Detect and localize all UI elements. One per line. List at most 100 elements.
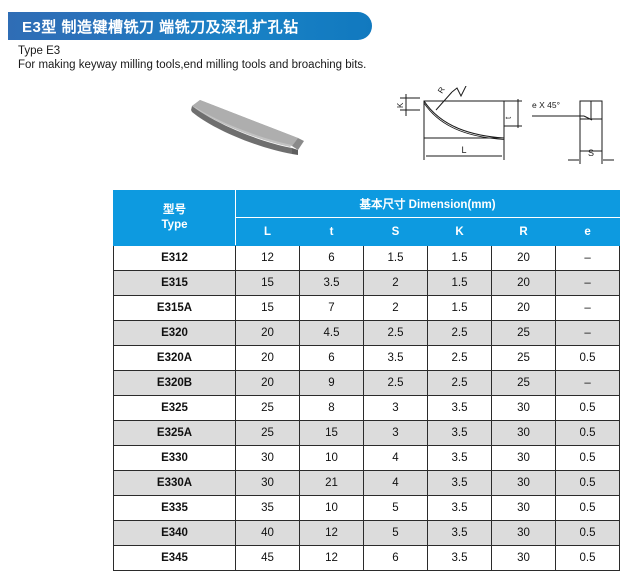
cell-t: 8 xyxy=(299,395,364,421)
page-title-banner: E3型 制造键槽铣刀 端铣刀及深孔扩孔钻 xyxy=(8,12,372,40)
label-r: R xyxy=(436,86,447,95)
cell-s: 2.5 xyxy=(363,320,428,346)
cell-type: E315A xyxy=(113,295,236,321)
cell-t: 4.5 xyxy=(299,320,364,346)
cell-t: 10 xyxy=(299,495,364,521)
table-header: 型号 Type 基本尺寸 Dimension(mm) L t S K R e xyxy=(113,190,621,246)
cell-e: 0.5 xyxy=(554,545,621,571)
cell-r: 30 xyxy=(491,545,556,571)
cell-l: 30 xyxy=(235,470,300,496)
cell-t: 6 xyxy=(299,345,364,371)
column-header-dimension-group: 基本尺寸 Dimension(mm) xyxy=(234,190,621,218)
cell-s: 1.5 xyxy=(363,245,428,271)
table-row: E330A 30 21 4 3.5 30 0.5 xyxy=(113,470,621,496)
cell-t: 15 xyxy=(299,420,364,446)
cell-r: 20 xyxy=(491,245,556,271)
cell-l: 15 xyxy=(235,295,300,321)
product-photo xyxy=(186,92,316,158)
cell-k: 2.5 xyxy=(427,320,492,346)
technical-dimension-drawing: K R L t e X 45° S xyxy=(396,83,636,172)
cell-r: 30 xyxy=(491,470,556,496)
cell-k: 1.5 xyxy=(427,270,492,296)
cell-r: 25 xyxy=(491,320,556,346)
table-row: E320 20 4.5 2.5 2.5 25– xyxy=(113,320,621,346)
cell-s: 4 xyxy=(363,470,428,496)
cell-type: E320B xyxy=(113,370,236,396)
cell-s: 3.5 xyxy=(363,345,428,371)
table-row: E340 40 12 5 3.5 30 0.5 xyxy=(113,520,621,546)
subtitle-type-line: Type E3 xyxy=(18,45,61,57)
cell-t: 12 xyxy=(299,520,364,546)
specification-table: 型号 Type 基本尺寸 Dimension(mm) L t S K R e E… xyxy=(113,190,621,571)
table-body: E312 12 6 1.5 1.5 20– E315 15 3.5 2 1.5 20– E315A 15 7… xyxy=(113,245,621,571)
column-header-type-cn: 型号 xyxy=(163,204,186,216)
table-row: E315A 15 7 2 1.5 20– xyxy=(113,295,621,321)
column-header-r: R xyxy=(491,217,556,246)
cell-s: 5 xyxy=(363,495,428,521)
cell-r: 20 xyxy=(491,270,556,296)
cell-s: 3 xyxy=(363,395,428,421)
cell-s: 2 xyxy=(363,295,428,321)
cell-k: 3.5 xyxy=(427,495,492,521)
cell-s: 5 xyxy=(363,520,428,546)
label-t: t xyxy=(504,116,513,119)
cell-s: 3 xyxy=(363,420,428,446)
dimension-diagram-svg: K R L t e X 45° S xyxy=(396,83,614,164)
cell-e: – xyxy=(554,270,621,296)
cell-e: – xyxy=(554,370,621,396)
cell-l: 25 xyxy=(235,420,300,446)
label-l: L xyxy=(461,145,466,155)
table-row: E330 30 10 4 3.5 30 0.5 xyxy=(113,445,621,471)
cell-l: 30 xyxy=(235,445,300,471)
cell-r: 30 xyxy=(491,395,556,421)
cell-t: 7 xyxy=(299,295,364,321)
subtitle-description-line: For making keyway milling tools,end mill… xyxy=(18,59,367,71)
cell-l: 25 xyxy=(235,395,300,421)
cell-type: E315 xyxy=(113,270,236,296)
cell-r: 30 xyxy=(491,420,556,446)
cell-k: 2.5 xyxy=(427,370,492,396)
cell-t: 10 xyxy=(299,445,364,471)
cell-r: 30 xyxy=(491,520,556,546)
specification-table-container: 型号 Type 基本尺寸 Dimension(mm) L t S K R e E… xyxy=(113,190,621,571)
cell-l: 45 xyxy=(235,545,300,571)
cell-type: E335 xyxy=(113,495,236,521)
cell-type: E312 xyxy=(113,245,236,271)
cell-k: 3.5 xyxy=(427,470,492,496)
cell-type: E345 xyxy=(113,545,236,571)
cell-r: 25 xyxy=(491,370,556,396)
cell-type: E320 xyxy=(113,320,236,346)
cell-e: 0.5 xyxy=(554,495,621,521)
cell-s: 2 xyxy=(363,270,428,296)
column-header-type-en: Type xyxy=(161,219,188,231)
cell-t: 21 xyxy=(299,470,364,496)
cell-type: E340 xyxy=(113,520,236,546)
table-row: E325A 25 15 3 3.5 30 0.5 xyxy=(113,420,621,446)
cell-t: 9 xyxy=(299,370,364,396)
cell-e: 0.5 xyxy=(554,470,621,496)
cell-e: 0.5 xyxy=(554,395,621,421)
cell-l: 12 xyxy=(235,245,300,271)
cell-e: 0.5 xyxy=(554,520,621,546)
label-s: S xyxy=(588,148,594,158)
cell-k: 3.5 xyxy=(427,445,492,471)
cell-r: 25 xyxy=(491,345,556,371)
cell-r: 30 xyxy=(491,445,556,471)
cell-k: 3.5 xyxy=(427,545,492,571)
subtitle-block: Type E3 For making keyway milling tools,… xyxy=(18,44,438,72)
table-row: E315 15 3.5 2 1.5 20– xyxy=(113,270,621,296)
cell-l: 20 xyxy=(235,320,300,346)
table-subheader-row: L t S K R e xyxy=(114,217,621,246)
table-row: E345 45 12 6 3.5 30 0.5 xyxy=(113,545,621,571)
column-header-e: e xyxy=(554,217,621,246)
cell-type: E320A xyxy=(113,345,236,371)
cell-r: 20 xyxy=(491,295,556,321)
cell-k: 2.5 xyxy=(427,345,492,371)
cell-s: 2.5 xyxy=(363,370,428,396)
cell-e: 0.5 xyxy=(554,345,621,371)
cell-type: E330A xyxy=(113,470,236,496)
column-header-t: t xyxy=(299,217,364,246)
column-header-s: S xyxy=(363,217,428,246)
carbide-insert-render xyxy=(191,100,304,155)
cell-e: – xyxy=(554,245,621,271)
